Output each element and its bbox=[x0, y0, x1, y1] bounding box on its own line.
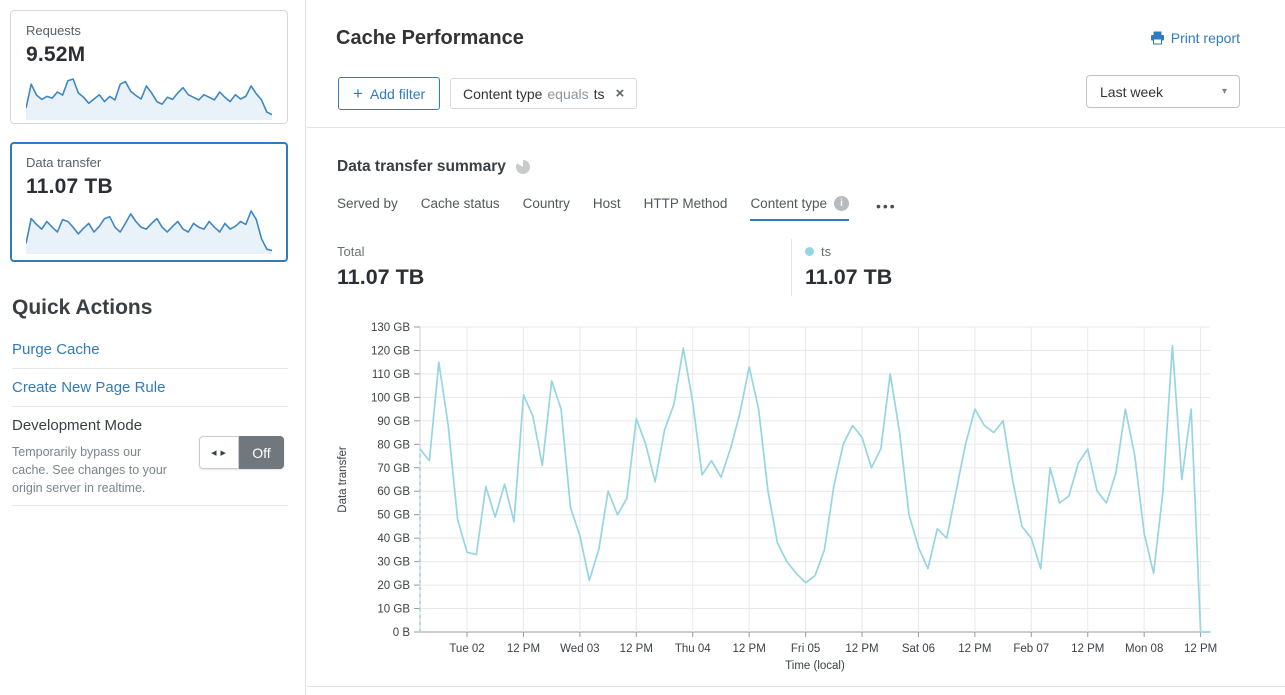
svg-text:60 GB: 60 GB bbox=[377, 486, 410, 498]
divider bbox=[12, 406, 288, 407]
divider bbox=[12, 368, 288, 369]
svg-text:10 GB: 10 GB bbox=[377, 604, 410, 616]
printer-icon bbox=[1150, 31, 1164, 45]
date-range-select[interactable]: Last week ▾ bbox=[1086, 75, 1240, 108]
legend-item-ts[interactable]: ts bbox=[805, 244, 831, 259]
svg-text:110 GB: 110 GB bbox=[372, 369, 410, 381]
tab-cache-status[interactable]: Cache status bbox=[420, 196, 500, 211]
legend-dot-icon bbox=[805, 247, 814, 256]
svg-text:50 GB: 50 GB bbox=[377, 510, 410, 522]
page-title: Cache Performance bbox=[336, 27, 524, 49]
requests-metric-card[interactable]: Requests 9.52M bbox=[10, 10, 288, 124]
pie-chart-icon bbox=[515, 159, 530, 174]
filter-chip[interactable]: Content type equals ts × bbox=[450, 78, 638, 109]
svg-text:12 PM: 12 PM bbox=[507, 643, 540, 655]
development-mode-title: Development Mode bbox=[12, 417, 143, 434]
svg-text:Sat 06: Sat 06 bbox=[902, 643, 935, 655]
svg-text:Thu 04: Thu 04 bbox=[675, 643, 711, 655]
requests-card-label: Requests bbox=[26, 23, 81, 38]
main-content: Cache Performance Print report + Add fil… bbox=[307, 0, 1285, 695]
svg-text:Data transfer: Data transfer bbox=[337, 446, 349, 513]
add-filter-label: Add filter bbox=[369, 85, 426, 102]
svg-text:Wed 03: Wed 03 bbox=[560, 643, 599, 655]
filter-chip-operator: equals bbox=[547, 85, 589, 102]
more-tabs-icon[interactable]: ••• bbox=[876, 198, 897, 214]
data-transfer-card-label: Data transfer bbox=[26, 155, 102, 170]
legend-series-value: 11.07 TB bbox=[805, 265, 893, 289]
data-transfer-metric-card[interactable]: Data transfer 11.07 TB bbox=[10, 142, 288, 262]
svg-text:Tue 02: Tue 02 bbox=[449, 643, 484, 655]
total-value: 11.07 TB bbox=[337, 265, 425, 289]
data-transfer-sparkline-chart bbox=[26, 210, 272, 254]
svg-text:12 PM: 12 PM bbox=[958, 643, 991, 655]
summary-title: Data transfer summary bbox=[337, 158, 506, 175]
svg-text:12 PM: 12 PM bbox=[1184, 643, 1217, 655]
svg-text:Fri 05: Fri 05 bbox=[791, 643, 820, 655]
svg-text:Feb 07: Feb 07 bbox=[1013, 643, 1049, 655]
toggle-arrows-icon: ◀ ▶ bbox=[199, 436, 239, 469]
divider bbox=[791, 239, 792, 296]
data-transfer-card-value: 11.07 TB bbox=[26, 175, 113, 198]
svg-text:20 GB: 20 GB bbox=[377, 580, 410, 592]
toggle-off-label: Off bbox=[239, 436, 284, 469]
quick-actions-title: Quick Actions bbox=[12, 296, 153, 319]
svg-text:130 GB: 130 GB bbox=[371, 322, 410, 334]
tab-served-by[interactable]: Served by bbox=[337, 196, 398, 211]
divider bbox=[12, 505, 288, 506]
tab-content-type[interactable]: Content type i bbox=[750, 196, 849, 221]
filter-chip-value: ts bbox=[593, 85, 605, 102]
svg-text:12 PM: 12 PM bbox=[1071, 643, 1104, 655]
requests-card-value: 9.52M bbox=[26, 43, 86, 66]
total-label: Total bbox=[337, 244, 365, 259]
add-filter-button[interactable]: + Add filter bbox=[338, 77, 441, 110]
svg-text:80 GB: 80 GB bbox=[377, 439, 410, 451]
svg-text:12 PM: 12 PM bbox=[733, 643, 766, 655]
svg-text:120 GB: 120 GB bbox=[371, 345, 410, 357]
divider bbox=[307, 686, 1285, 687]
svg-text:0 B: 0 B bbox=[393, 627, 411, 639]
tab-http-method[interactable]: HTTP Method bbox=[643, 196, 728, 211]
data-transfer-line-chart: 0 B 10 GB 20 GB 30 GB 40 GB 50 GB 60 GB 70 GB 80… bbox=[337, 322, 1217, 672]
legend-series-name: ts bbox=[821, 244, 832, 259]
svg-text:Mon 08: Mon 08 bbox=[1125, 643, 1163, 655]
plus-icon: + bbox=[353, 83, 363, 103]
tab-host[interactable]: Host bbox=[592, 196, 621, 211]
requests-sparkline-chart bbox=[26, 78, 272, 120]
development-mode-toggle[interactable]: ◀ ▶ Off bbox=[199, 436, 284, 469]
divider bbox=[307, 127, 1285, 128]
sidebar: Requests 9.52M Data transfer 11.07 TB Qu… bbox=[0, 0, 306, 695]
create-page-rule-link[interactable]: Create New Page Rule bbox=[12, 379, 166, 396]
svg-text:100 GB: 100 GB bbox=[371, 392, 410, 404]
chevron-down-icon: ▾ bbox=[1221, 86, 1227, 97]
development-mode-description: Temporarily bypass our cache. See change… bbox=[12, 445, 167, 495]
date-range-value: Last week bbox=[1100, 83, 1164, 100]
svg-text:40 GB: 40 GB bbox=[377, 533, 410, 545]
svg-text:Time (local): Time (local) bbox=[785, 660, 845, 672]
purge-cache-link[interactable]: Purge Cache bbox=[12, 341, 100, 358]
print-report-label: Print report bbox=[1170, 30, 1240, 46]
svg-text:30 GB: 30 GB bbox=[377, 557, 410, 569]
remove-filter-icon[interactable]: × bbox=[615, 85, 625, 102]
svg-text:12 PM: 12 PM bbox=[620, 643, 653, 655]
print-report-link[interactable]: Print report bbox=[1150, 30, 1240, 46]
filter-chip-field: Content type bbox=[463, 85, 543, 102]
dimension-tabs: Served by Cache status Country Host HTTP… bbox=[337, 196, 897, 221]
data-transfer-chart-area: 0 B 10 GB 20 GB 30 GB 40 GB 50 GB 60 GB 70 GB 80… bbox=[330, 314, 1220, 684]
svg-text:12 PM: 12 PM bbox=[845, 643, 878, 655]
info-icon[interactable]: i bbox=[834, 196, 849, 211]
svg-text:70 GB: 70 GB bbox=[377, 463, 410, 475]
svg-text:90 GB: 90 GB bbox=[377, 416, 410, 428]
tab-country[interactable]: Country bbox=[522, 196, 570, 211]
